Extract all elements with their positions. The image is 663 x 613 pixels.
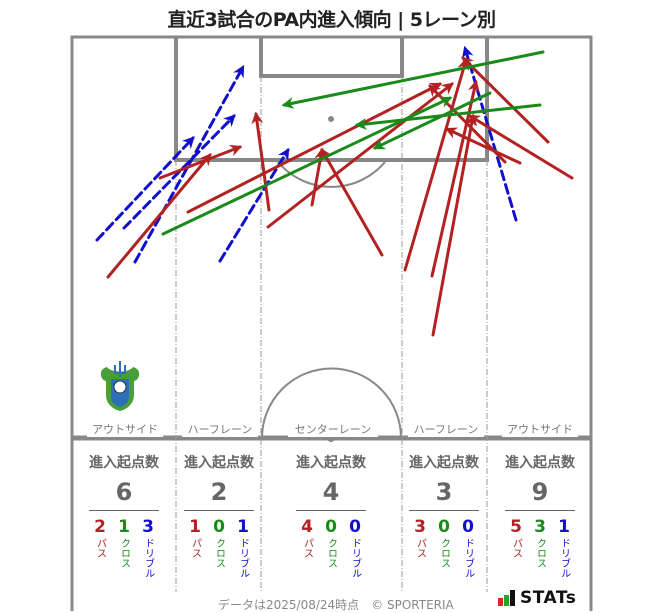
pass-count: 2: [94, 517, 106, 537]
dribble-count: 1: [237, 517, 249, 537]
pass-arrow: [431, 113, 478, 337]
lane-stats-left-halfspace: 進入起点数 2 1 パス 0 クロス 1 ドリブル: [177, 452, 261, 578]
dribble-label: ドリブル: [142, 538, 154, 578]
stats-total: 9: [531, 478, 549, 506]
lane-label-center: センターレーン: [288, 421, 378, 437]
pass-count: 5: [510, 517, 522, 537]
dribble-count: 1: [558, 517, 570, 537]
bar-chart-icon: [498, 590, 515, 606]
pass-arrow: [251, 111, 271, 212]
dribble-count: 3: [142, 517, 154, 537]
dribble-label: ドリブル: [237, 538, 249, 578]
pass-label: パス: [510, 538, 522, 558]
cross-label: クロス: [325, 538, 337, 568]
pass-arrow: [186, 82, 443, 214]
pass-arrow: [158, 144, 243, 180]
pass-count: 4: [301, 517, 313, 537]
pass-arrow: [106, 153, 212, 279]
cross-count: 3: [534, 517, 546, 537]
lane-label-left-outside: アウトサイド: [87, 421, 163, 437]
cross-arrow: [354, 103, 542, 130]
lane-stats-right-outside: 進入起点数 9 5 パス 3 クロス 1 ドリブル: [498, 452, 582, 578]
cross-count: 1: [118, 517, 130, 537]
pass-label: パス: [301, 538, 313, 558]
stats-total: 3: [435, 478, 453, 506]
cross-count: 0: [213, 517, 225, 537]
dribble-count: 0: [349, 517, 361, 537]
pass-count: 3: [414, 517, 426, 537]
pass-arrow: [461, 56, 550, 144]
stats-total: 2: [210, 478, 228, 506]
lane-label-right-outside: アウトサイド: [502, 421, 578, 437]
team-crest-icon: [100, 361, 140, 411]
dribble-arrow: [95, 136, 195, 242]
lane-label-left-halfspace: ハーフレーン: [182, 421, 258, 437]
pass-arrow: [444, 127, 522, 165]
chart-title: 直近3試合のPA内進入傾向 | 5レーン別: [167, 9, 496, 31]
cross-label: クロス: [534, 538, 546, 568]
dribble-count: 0: [462, 517, 474, 537]
cross-label: クロス: [118, 538, 130, 568]
brand-logo: STATs: [498, 588, 576, 608]
stats-header: 進入起点数: [409, 455, 479, 471]
dribble-arrow: [133, 64, 245, 264]
cross-count: 0: [325, 517, 337, 537]
footer-credit: データは2025/08/24時点 © SPORTERIA: [218, 598, 454, 612]
pass-count: 1: [189, 517, 201, 537]
dribble-label: ドリブル: [558, 538, 570, 578]
stats-header: 進入起点数: [296, 455, 366, 471]
pass-arrow: [467, 114, 574, 180]
pass-arrow: [266, 82, 454, 229]
stats-header: 進入起点数: [89, 455, 159, 471]
stats-total: 4: [322, 478, 340, 506]
stats-header: 進入起点数: [184, 455, 254, 471]
pass-label: パス: [94, 538, 106, 558]
lane-stats-right-halfspace: 進入起点数 3 3 パス 0 クロス 0 ドリブル: [402, 452, 486, 578]
pass-arrow: [403, 57, 470, 272]
stats-header: 進入起点数: [505, 455, 575, 471]
dribble-label: ドリブル: [462, 538, 474, 578]
cross-arrow: [372, 91, 492, 150]
cross-label: クロス: [213, 538, 225, 568]
stats-total: 6: [115, 478, 133, 506]
lane-stats-center: 進入起点数 4 4 パス 0 クロス 0 ドリブル: [289, 452, 373, 578]
lane-stats-left-outside: 進入起点数 6 2 パス 1 クロス 3 ドリブル: [82, 452, 166, 578]
cross-arrow: [281, 50, 545, 109]
cross-count: 0: [438, 517, 450, 537]
cross-label: クロス: [438, 538, 450, 568]
dribble-arrow: [461, 45, 518, 222]
pass-label: パス: [414, 538, 426, 558]
dribble-label: ドリブル: [349, 538, 361, 578]
brand-name: STATs: [520, 588, 577, 608]
pass-label: パス: [189, 538, 201, 558]
entry-arrows: [95, 45, 574, 337]
pass-arrow: [320, 147, 384, 257]
lane-label-right-halfspace: ハーフレーン: [408, 421, 484, 437]
